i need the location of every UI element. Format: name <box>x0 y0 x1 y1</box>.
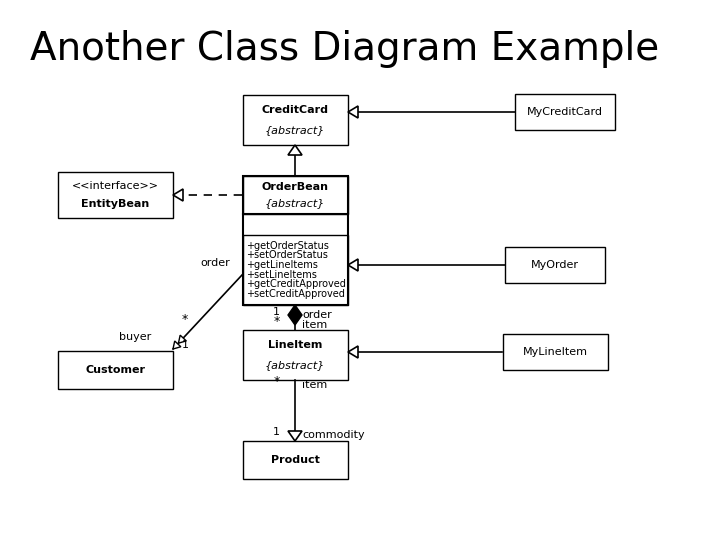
Bar <box>243 176 348 305</box>
Bar <box>503 334 608 370</box>
Text: 1: 1 <box>273 307 280 317</box>
Text: item: item <box>302 320 328 330</box>
Text: MyOrder: MyOrder <box>531 260 579 270</box>
Text: EntityBean: EntityBean <box>81 199 149 209</box>
Text: buyer: buyer <box>119 332 151 342</box>
Bar <box>243 95 348 145</box>
Bar <box>505 247 605 283</box>
Text: commodity: commodity <box>302 430 364 440</box>
Bar <box>58 351 173 389</box>
Text: {abstract}: {abstract} <box>265 125 325 135</box>
Polygon shape <box>348 259 358 271</box>
Text: Customer: Customer <box>85 365 145 375</box>
Text: {abstract}: {abstract} <box>265 360 325 370</box>
Text: OrderBean: OrderBean <box>261 183 328 192</box>
Text: order: order <box>302 310 332 320</box>
Polygon shape <box>173 189 183 201</box>
Bar <box>243 176 348 214</box>
Text: *: * <box>182 314 188 327</box>
Polygon shape <box>348 346 358 358</box>
Text: Product: Product <box>271 455 320 465</box>
Text: +setLineItems: +setLineItems <box>246 269 318 280</box>
Text: MyLineItem: MyLineItem <box>523 347 588 357</box>
Text: LineItem: LineItem <box>268 340 322 350</box>
Text: order: order <box>200 258 230 268</box>
Text: <<interface>>: <<interface>> <box>71 181 158 191</box>
Text: 1: 1 <box>273 427 280 437</box>
Text: +getOrderStatus: +getOrderStatus <box>246 241 329 251</box>
Bar <box>243 330 348 380</box>
Text: Another Class Diagram Example: Another Class Diagram Example <box>30 30 660 68</box>
Polygon shape <box>173 341 181 349</box>
Text: +setOrderStatus: +setOrderStatus <box>246 251 328 260</box>
Text: 1: 1 <box>182 340 189 350</box>
Text: item: item <box>302 380 328 390</box>
Polygon shape <box>348 106 358 118</box>
Text: {abstract}: {abstract} <box>265 198 325 207</box>
Bar <box>243 441 348 479</box>
Text: *: * <box>274 315 280 328</box>
Polygon shape <box>179 335 186 343</box>
Text: MyCreditCard: MyCreditCard <box>527 107 603 117</box>
Text: +getCreditApproved: +getCreditApproved <box>246 279 346 289</box>
Text: CreditCard: CreditCard <box>261 105 328 115</box>
Text: ...: ... <box>246 298 256 308</box>
Bar <box>58 172 173 218</box>
Text: *: * <box>274 375 280 388</box>
Text: +setCreditApproved: +setCreditApproved <box>246 289 346 299</box>
Polygon shape <box>288 145 302 155</box>
Polygon shape <box>288 431 302 441</box>
Bar <box>515 94 615 130</box>
Text: +getLineItems: +getLineItems <box>246 260 318 270</box>
Bar <box>243 235 348 305</box>
Polygon shape <box>288 305 302 325</box>
